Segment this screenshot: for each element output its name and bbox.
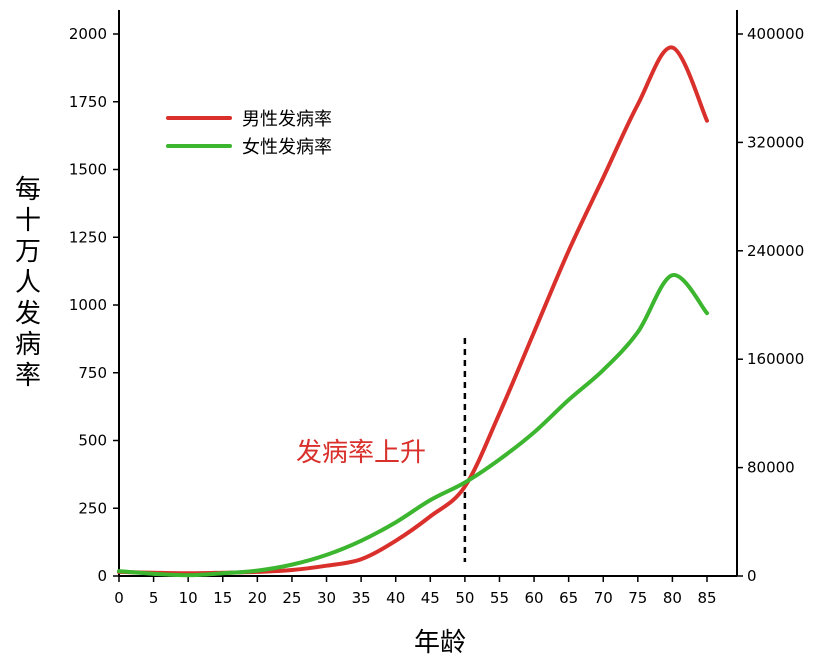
y-left-tick-label: 1750 (69, 93, 107, 111)
legend: 男性发病率 女性发病率 (166, 104, 332, 160)
legend-swatch-male (166, 116, 232, 120)
x-tick-label: 10 (179, 589, 198, 607)
y-right-tick-label: 320000 (747, 133, 804, 151)
annotation-label: 发病率上升 (296, 438, 427, 468)
y-left-tick-label: 1500 (69, 161, 107, 179)
y-left-tick-label: 2000 (69, 25, 107, 43)
x-tick-label: 45 (421, 589, 440, 607)
y-axis-label-char: 发 (14, 299, 41, 329)
y-left-tick-label: 500 (78, 432, 107, 450)
y-axis-label-char: 十 (14, 206, 41, 236)
y-right-tick-label: 400000 (747, 25, 804, 43)
y-left-tick-label: 250 (78, 499, 107, 517)
x-tick-label: 20 (248, 589, 267, 607)
x-tick-label: 55 (490, 589, 509, 607)
x-tick-label: 65 (559, 589, 578, 607)
x-tick-label: 70 (594, 589, 613, 607)
x-tick-label: 85 (697, 589, 716, 607)
legend-swatch-female (166, 144, 232, 148)
x-tick-label: 50 (455, 589, 474, 607)
y-right-tick-label: 0 (747, 567, 757, 585)
y-axis-label-char: 万 (14, 237, 41, 267)
x-tick-label: 80 (663, 589, 682, 607)
y-axis-label-char: 病 (14, 330, 41, 360)
y-right-tick-label: 80000 (747, 459, 795, 477)
y-left-tick-label: 750 (78, 364, 107, 382)
x-tick-label: 60 (525, 589, 544, 607)
y-axis-label: 每十万人发病率 (12, 175, 44, 392)
y-left-tick-label: 1000 (69, 296, 107, 314)
x-tick-label: 30 (317, 589, 336, 607)
legend-item-female: 女性发病率 (166, 132, 332, 160)
y-left-tick-label: 0 (97, 567, 107, 585)
y-right-tick-label: 160000 (747, 350, 804, 368)
y-axis-label-char: 每 (14, 175, 41, 205)
legend-label-female: 女性发病率 (242, 137, 332, 158)
x-tick-label: 75 (628, 589, 647, 607)
x-tick-label: 25 (282, 589, 301, 607)
chart-series (117, 45, 709, 578)
x-tick-label: 5 (149, 589, 159, 607)
x-tick-label: 15 (213, 589, 232, 607)
y-right-tick-label: 240000 (747, 242, 804, 260)
legend-label-male: 男性发病率 (242, 109, 332, 130)
y-axis-label-char: 率 (14, 361, 41, 391)
x-tick-label: 40 (386, 589, 405, 607)
y-left-tick-label: 1250 (69, 228, 107, 246)
legend-item-male: 男性发病率 (166, 104, 332, 132)
x-axis-label: 年龄 (413, 628, 466, 658)
x-tick-label: 35 (352, 589, 371, 607)
series-line-female (117, 273, 709, 578)
x-tick-label: 0 (114, 589, 124, 607)
y-axis-label-char: 人 (14, 268, 41, 298)
chart-axes: 0250500750100012501500175020000800001600… (69, 10, 804, 607)
